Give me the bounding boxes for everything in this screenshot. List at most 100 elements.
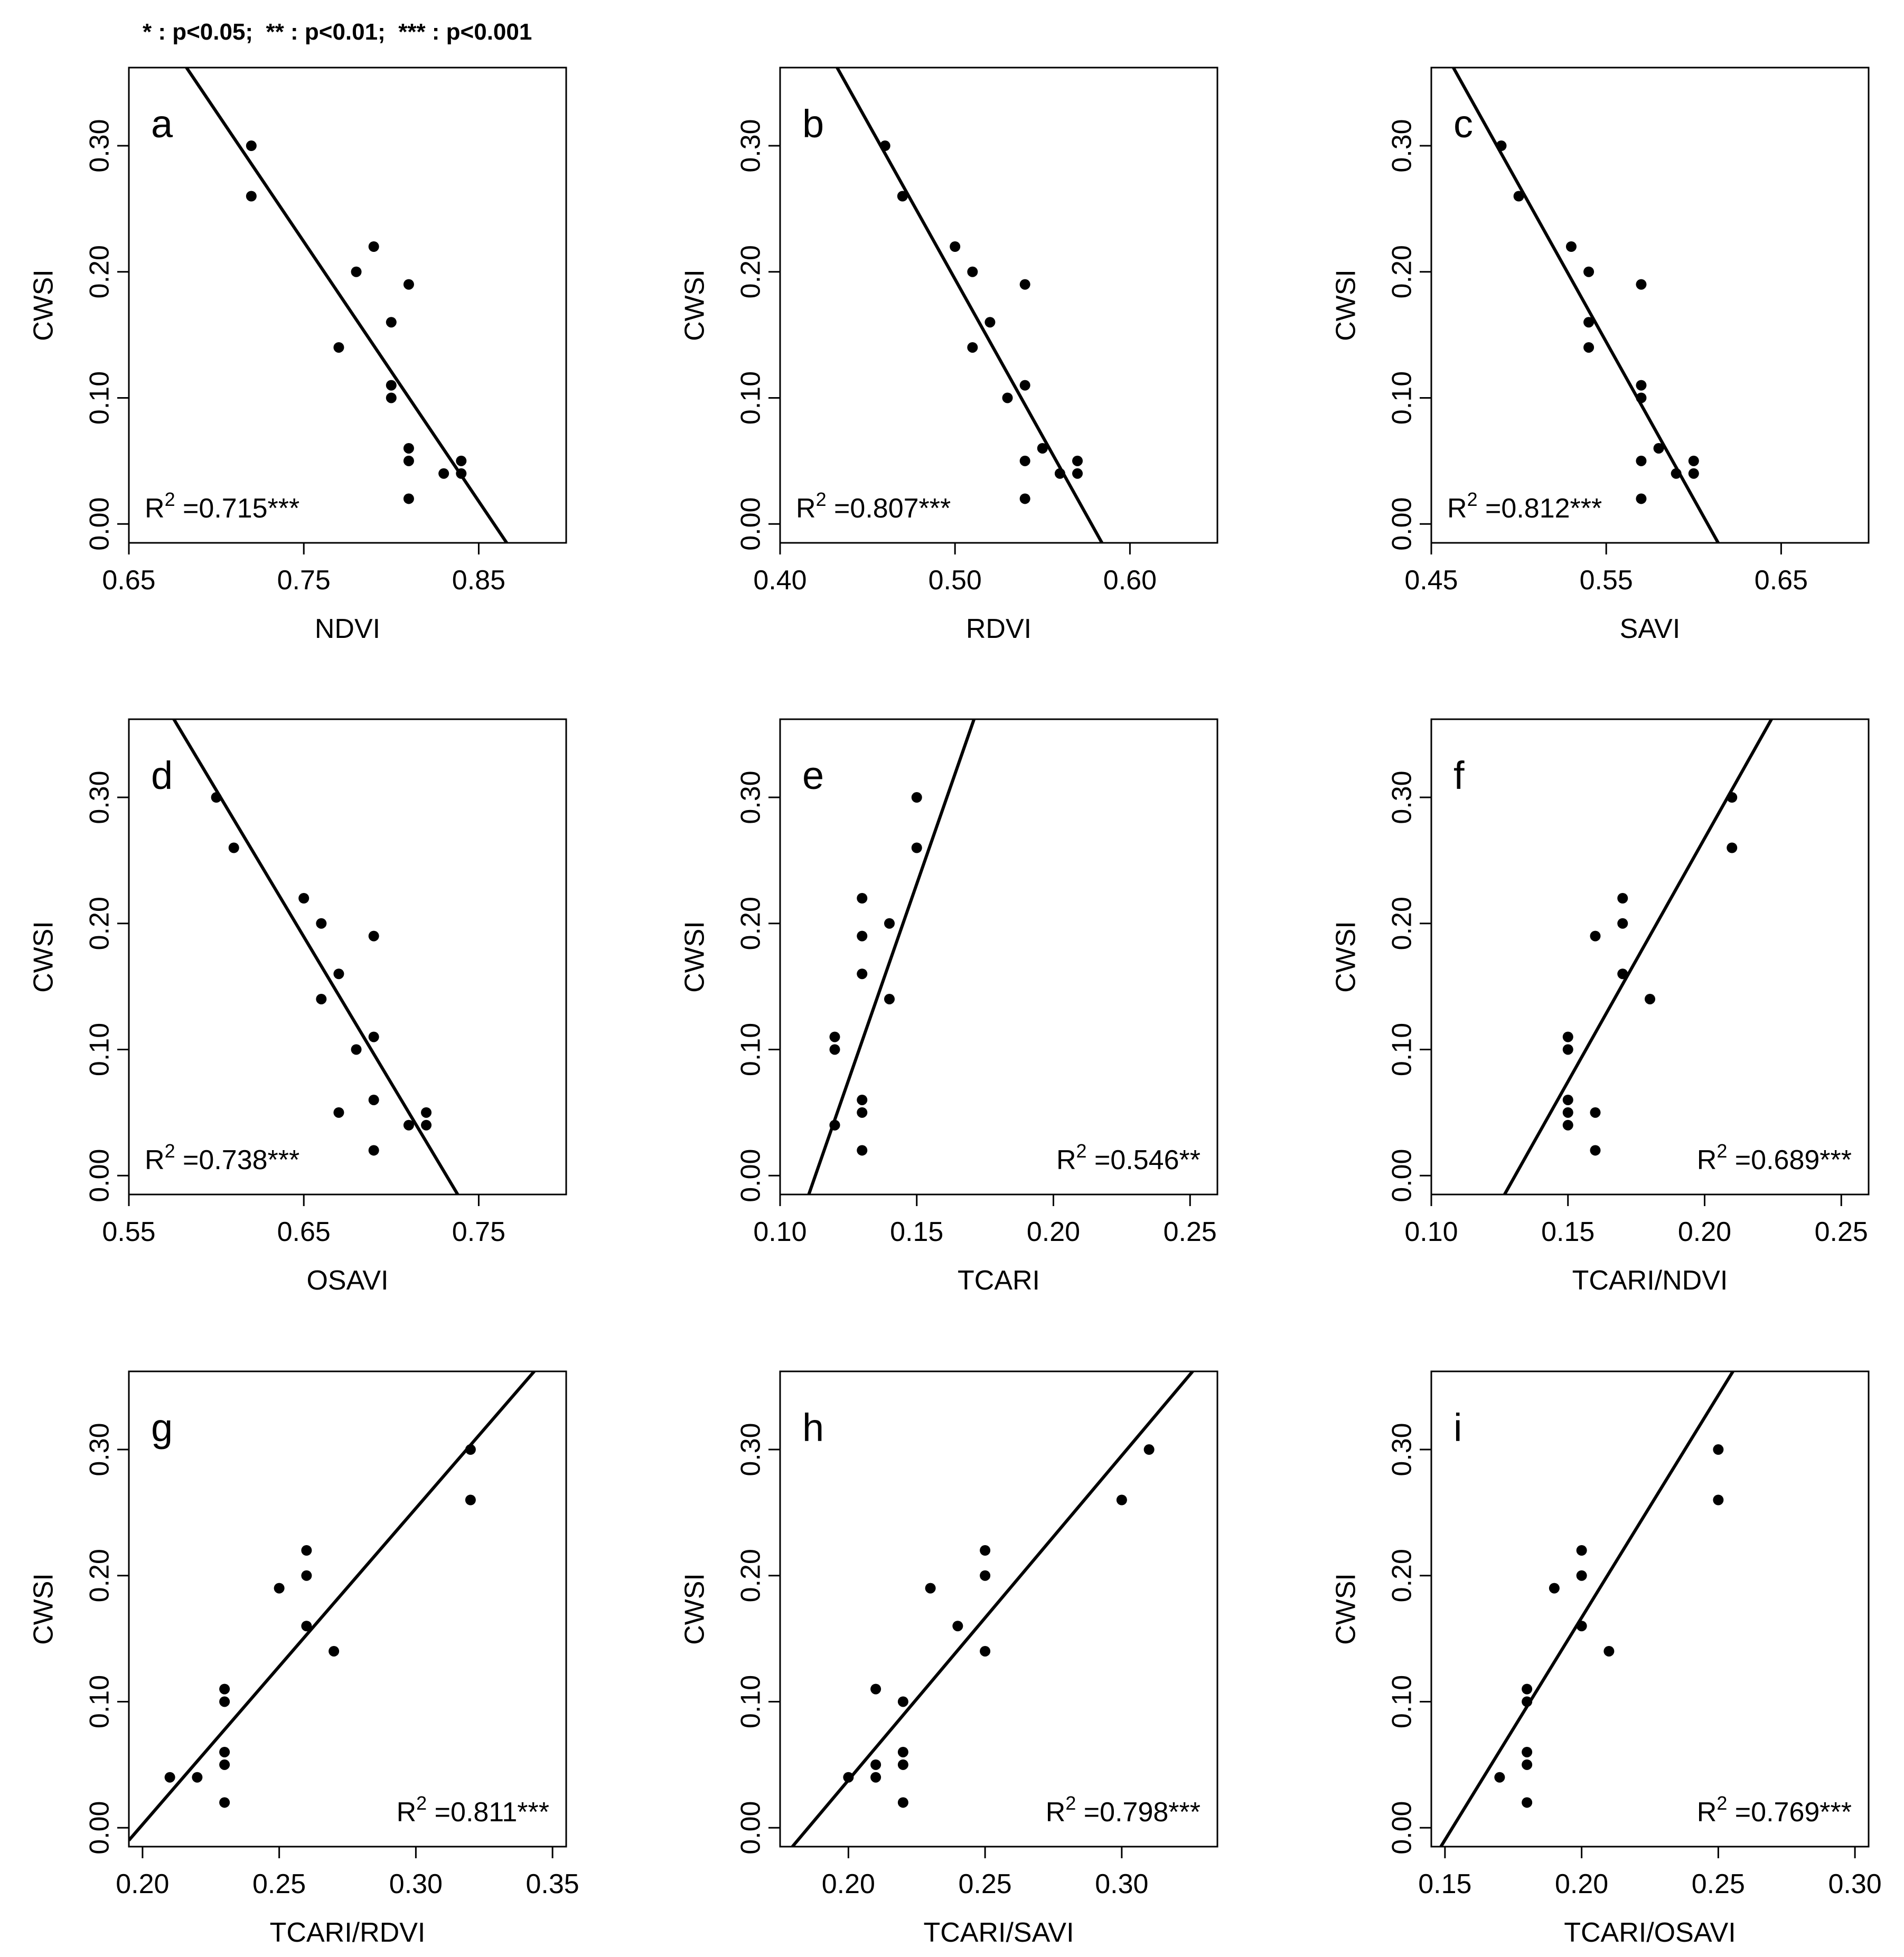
y-tick-label: 0.20 bbox=[85, 245, 115, 298]
data-point bbox=[1072, 468, 1083, 479]
data-point bbox=[1671, 468, 1682, 479]
data-point bbox=[980, 1645, 991, 1657]
data-point bbox=[1590, 1145, 1601, 1156]
y-tick-label: 0.00 bbox=[736, 497, 766, 551]
data-point bbox=[1713, 1494, 1724, 1506]
data-point bbox=[1617, 918, 1628, 929]
x-axis-title: OSAVI bbox=[306, 1265, 388, 1296]
r-squared-exponent: 2 bbox=[816, 488, 827, 510]
data-point bbox=[950, 241, 961, 252]
x-tick-label: 0.65 bbox=[277, 1217, 331, 1247]
regression-line bbox=[791, 1371, 1195, 1847]
data-point bbox=[1037, 443, 1048, 454]
x-axis-title: TCARI/RDVI bbox=[270, 1917, 426, 1948]
x-axis-title: TCARI/OSAVI bbox=[1564, 1917, 1736, 1948]
data-point bbox=[1494, 1772, 1505, 1783]
data-point bbox=[870, 1759, 881, 1770]
data-point bbox=[301, 1570, 312, 1581]
y-tick-label: 0.00 bbox=[736, 1801, 766, 1855]
regression-line bbox=[835, 68, 1104, 543]
panel-label: a bbox=[151, 102, 173, 146]
data-point bbox=[246, 140, 257, 152]
r-squared-annotation: R2 =0.798*** bbox=[1046, 1792, 1200, 1828]
data-point bbox=[1688, 468, 1699, 479]
data-point bbox=[164, 1772, 175, 1783]
y-tick-label: 0.30 bbox=[85, 770, 115, 824]
r-squared-symbol: R bbox=[1447, 493, 1467, 524]
plot-frame bbox=[128, 67, 567, 544]
data-point bbox=[897, 191, 908, 202]
y-tick-label: 0.30 bbox=[1387, 119, 1418, 172]
data-point bbox=[386, 317, 397, 328]
data-point bbox=[421, 1119, 432, 1131]
panel-c: 0.45 0.55 0.65 0.00 0.10 0.20 0.30 SAVI CWSI c R2 … bbox=[1331, 67, 1870, 644]
x-tick-label: 0.85 bbox=[452, 565, 505, 596]
x-tick-label: 0.30 bbox=[1828, 1869, 1882, 1899]
panel-e: 0.10 0.15 0.20 0.25 0.00 0.10 0.20 0.30 TCARI CWS… bbox=[680, 718, 1218, 1296]
data-point bbox=[897, 1746, 908, 1757]
r-squared-annotation: R2 =0.769*** bbox=[1697, 1792, 1852, 1828]
x-axis-title: NDVI bbox=[315, 614, 380, 644]
data-point bbox=[219, 1746, 230, 1757]
data-point bbox=[1565, 241, 1577, 252]
y-tick-label: 0.30 bbox=[85, 119, 115, 172]
x-tick-label: 0.15 bbox=[1418, 1869, 1471, 1899]
plot-frame bbox=[128, 1370, 567, 1848]
r-squared-value: =0.807*** bbox=[827, 493, 951, 524]
data-point bbox=[1617, 968, 1628, 980]
data-point bbox=[897, 1797, 908, 1808]
plot-frame bbox=[1430, 1370, 1870, 1848]
panel-b: 0.40 0.50 0.60 0.00 0.10 0.20 0.30 RDVI CWSI b R2 … bbox=[680, 67, 1218, 644]
data-point bbox=[368, 1031, 379, 1042]
data-point bbox=[465, 1494, 476, 1506]
data-point bbox=[1583, 317, 1595, 328]
data-point bbox=[1522, 1746, 1533, 1757]
plot-frame bbox=[779, 67, 1218, 544]
y-tick-label: 0.10 bbox=[736, 1023, 766, 1076]
r-squared-value: =0.546** bbox=[1087, 1145, 1200, 1175]
data-point bbox=[1054, 468, 1065, 479]
x-tick-label: 0.10 bbox=[753, 1217, 806, 1247]
data-point bbox=[246, 191, 257, 202]
r-squared-value: =0.689*** bbox=[1727, 1145, 1852, 1175]
panel-label: d bbox=[151, 754, 173, 797]
data-point bbox=[911, 842, 922, 853]
r-squared-value: =0.715*** bbox=[175, 493, 300, 524]
data-point bbox=[211, 792, 222, 803]
y-tick-label: 0.10 bbox=[736, 1675, 766, 1728]
panel-label: b bbox=[802, 102, 824, 146]
r-squared-exponent: 2 bbox=[1076, 1140, 1087, 1162]
r-squared-symbol: R bbox=[1697, 1797, 1717, 1828]
y-axis-title: CWSI bbox=[29, 921, 59, 993]
x-tick-label: 0.30 bbox=[389, 1869, 443, 1899]
x-tick-label: 0.75 bbox=[452, 1217, 505, 1247]
data-point bbox=[897, 1696, 908, 1707]
y-tick-label: 0.30 bbox=[736, 119, 766, 172]
data-point bbox=[1562, 1044, 1573, 1055]
data-point bbox=[925, 1583, 936, 1594]
r-squared-exponent: 2 bbox=[1717, 1792, 1727, 1814]
r-squared-value: =0.769*** bbox=[1727, 1797, 1852, 1828]
x-tick-label: 0.20 bbox=[116, 1869, 169, 1899]
x-tick-label: 0.60 bbox=[1103, 565, 1157, 596]
data-point bbox=[219, 1696, 230, 1707]
r-squared-annotation: R2 =0.738*** bbox=[145, 1140, 299, 1175]
data-point bbox=[870, 1683, 881, 1695]
x-tick-label: 0.45 bbox=[1404, 565, 1458, 596]
data-point bbox=[1636, 493, 1647, 504]
data-point bbox=[857, 1145, 868, 1156]
plot-frame bbox=[1430, 67, 1870, 544]
x-tick-label: 0.55 bbox=[1580, 565, 1633, 596]
r-squared-exponent: 2 bbox=[416, 1792, 427, 1814]
x-axis-title: TCARI bbox=[958, 1265, 1040, 1296]
data-point bbox=[403, 1119, 414, 1131]
r-squared-exponent: 2 bbox=[1467, 488, 1478, 510]
data-point bbox=[1496, 140, 1507, 152]
data-point bbox=[857, 892, 868, 904]
data-point bbox=[368, 241, 379, 252]
panel-i: 0.15 0.20 0.25 0.30 0.00 0.10 0.20 0.30 TCARI/OS… bbox=[1331, 1370, 1882, 1948]
x-tick-label: 0.25 bbox=[1815, 1217, 1868, 1247]
data-point bbox=[870, 1772, 881, 1783]
x-tick-label: 0.10 bbox=[1404, 1217, 1458, 1247]
data-point bbox=[351, 266, 362, 277]
